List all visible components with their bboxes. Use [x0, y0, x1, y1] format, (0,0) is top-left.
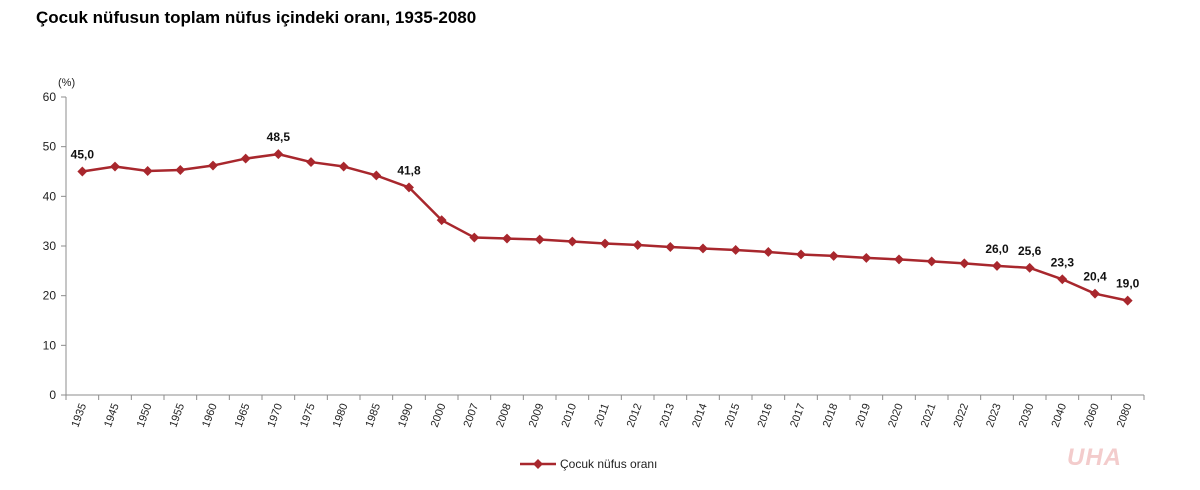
data-label: 26,0 [985, 242, 1009, 256]
data-point [926, 256, 937, 267]
data-label: 20,4 [1083, 270, 1107, 284]
x-tick-label: 1970 [266, 402, 286, 429]
x-tick-label: 1990 [396, 402, 416, 429]
data-point [306, 157, 316, 168]
data-labels: 45,0 48,5 41,8 26,0 25,6 23,3 20,4 19,0 [71, 130, 1140, 291]
x-tick-label: 2022 [952, 402, 972, 429]
x-tick-label: 2023 [984, 402, 1004, 429]
x-tick-label: 1975 [298, 402, 318, 429]
y-tick-label: 10 [43, 338, 57, 352]
x-tick-label: 2018 [821, 402, 841, 429]
data-point [763, 247, 774, 257]
data-point [436, 215, 447, 226]
data-point [208, 160, 218, 171]
watermark-logo: UHA [1067, 444, 1122, 471]
x-tick-label: 2040 [1050, 402, 1070, 429]
data-point [1090, 288, 1100, 299]
x-tick-label: 2012 [625, 402, 645, 429]
data-point [1057, 274, 1068, 285]
data-point [567, 236, 578, 247]
x-tick-label: 2007 [462, 402, 482, 429]
legend: Çocuk nüfus oranı [520, 457, 657, 471]
data-point [828, 250, 839, 261]
x-tick-label: 2019 [854, 402, 874, 429]
x-tick-label: 2017 [788, 402, 808, 429]
data-point [730, 245, 741, 255]
x-tick-label: 1955 [168, 402, 188, 429]
data-point [77, 166, 88, 177]
chart-title: Çocuk nüfusun toplam nüfus içindeki oran… [36, 8, 477, 27]
x-tick-label: 2013 [658, 402, 678, 429]
x-tick-label: 2060 [1082, 402, 1102, 429]
x-tick-label: 2030 [1017, 402, 1037, 429]
legend-marker-icon [533, 459, 543, 469]
data-point [959, 258, 970, 269]
data-label: 48,5 [267, 130, 291, 144]
data-point [240, 153, 251, 164]
data-label: 45,0 [71, 148, 95, 162]
series-layer [77, 149, 1133, 306]
x-tick-label: 2020 [886, 402, 906, 429]
data-point [698, 243, 708, 254]
data-point [404, 182, 414, 193]
x-tick-label: 1980 [331, 402, 351, 429]
y-tick-label: 20 [43, 289, 57, 303]
data-point [110, 161, 120, 172]
data-label: 25,6 [1018, 244, 1042, 258]
data-point [600, 238, 610, 249]
data-point [469, 232, 480, 243]
x-tick-label: 2011 [592, 402, 611, 428]
x-tick-label: 2010 [560, 402, 580, 429]
data-point [273, 149, 284, 160]
y-axis-ticks: 0 10 20 30 40 50 60 [43, 90, 66, 402]
x-axis-ticks: 1935 1945 1950 1955 1960 1965 1970 1975 1980 1985… [65, 395, 1145, 429]
x-tick-label: 2080 [1115, 402, 1135, 429]
y-tick-label: 60 [43, 90, 57, 104]
x-tick-label: 1950 [135, 402, 155, 429]
x-tick-label: 2015 [723, 402, 743, 429]
y-tick-label: 40 [43, 189, 57, 203]
x-tick-label: 1945 [102, 402, 122, 429]
data-point [338, 161, 349, 172]
data-label: 23,3 [1051, 255, 1075, 269]
x-tick-label: 2016 [756, 402, 776, 429]
data-point [894, 254, 904, 265]
data-label: 19,0 [1116, 277, 1140, 291]
data-point [371, 170, 382, 181]
y-unit-label: (%) [58, 77, 75, 89]
data-point [142, 166, 153, 176]
data-point [665, 242, 676, 252]
x-tick-label: 1935 [70, 402, 90, 429]
x-tick-label: 1965 [233, 402, 253, 429]
x-tick-label: 2000 [429, 402, 449, 429]
data-point [1122, 295, 1133, 306]
data-point [1024, 262, 1035, 273]
x-tick-label: 2014 [690, 402, 710, 429]
data-point [796, 249, 806, 260]
y-tick-label: 50 [43, 140, 57, 154]
data-point [861, 252, 872, 263]
y-tick-label: 30 [43, 239, 57, 253]
data-point [502, 233, 512, 244]
y-tick-label: 0 [49, 388, 56, 402]
x-tick-label: 2008 [494, 402, 514, 429]
data-label: 41,8 [397, 163, 421, 177]
x-tick-label: 1960 [200, 402, 220, 429]
x-tick-label: 2021 [919, 402, 939, 429]
data-point [632, 240, 643, 250]
data-point [175, 165, 186, 175]
x-tick-label: 2009 [527, 402, 547, 429]
series-line [82, 152, 1128, 302]
data-point [992, 260, 1002, 271]
legend-label: Çocuk nüfus oranı [560, 457, 657, 471]
data-point [534, 234, 545, 245]
x-tick-label: 1985 [364, 402, 384, 429]
